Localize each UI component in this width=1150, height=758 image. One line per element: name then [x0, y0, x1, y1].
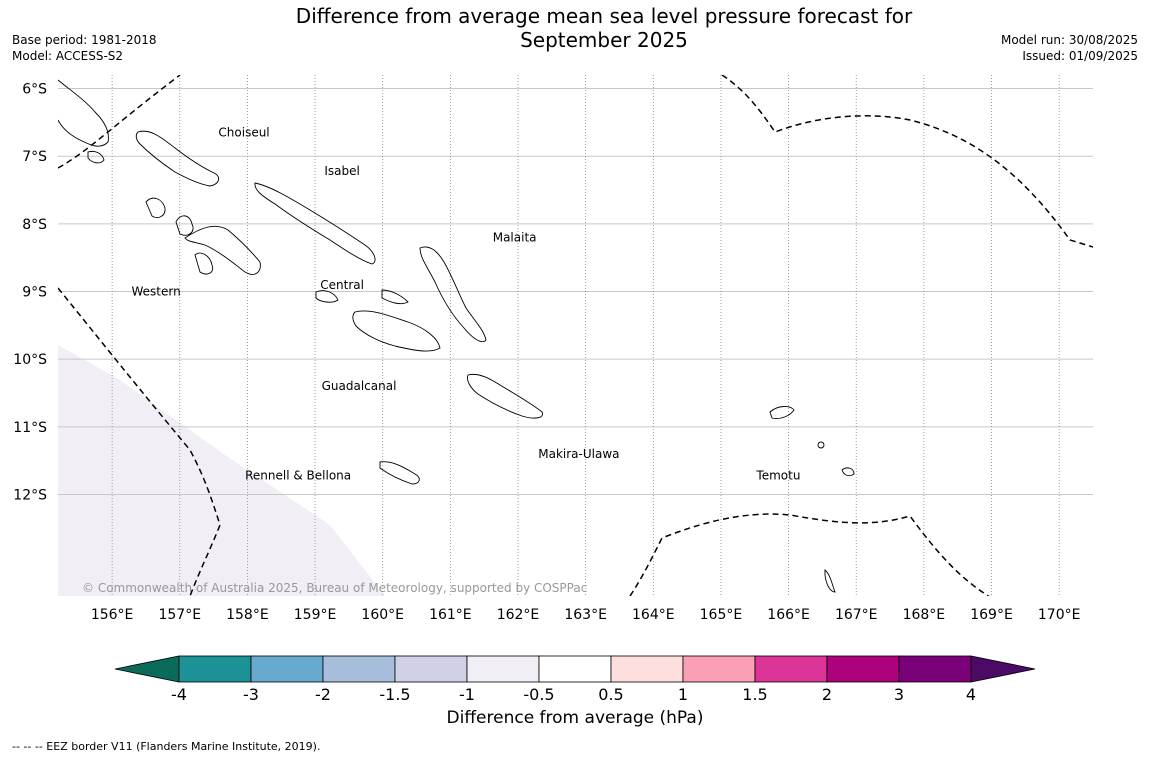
temotu-islet	[841, 467, 855, 477]
province-label: Isabel	[324, 164, 359, 178]
lat-tick-label: 12°S	[13, 488, 47, 504]
lat-tick-label: 9°S	[22, 285, 47, 301]
province-label: Guadalcanal	[322, 379, 397, 393]
new-georgia-coast	[175, 215, 261, 275]
colorbar-tick-label: -4	[171, 685, 187, 700]
province-label: Temotu	[755, 469, 800, 483]
colorbar-tick-label: 1.5	[742, 685, 767, 700]
bougainville-coast	[58, 79, 109, 147]
colorbar-tick-label: -3	[243, 685, 259, 700]
colorbar-tick-label: -2	[315, 685, 331, 700]
eez-border-line	[58, 75, 181, 169]
colorbar-segment	[250, 655, 324, 683]
temotu-islet	[824, 569, 836, 593]
issued-date: Issued: 01/09/2025	[1022, 49, 1138, 63]
lon-tick-label: 158°E	[226, 607, 269, 623]
lat-tick-label: 7°S	[22, 149, 47, 165]
malaita-coast	[419, 246, 487, 343]
guadalcanal-coast	[352, 310, 441, 352]
lon-tick-label: 161°E	[429, 607, 472, 623]
colorbar-segment	[538, 655, 612, 683]
colorbar-tick-label: 1	[678, 685, 688, 700]
base-period: Base period: 1981-2018	[12, 33, 157, 47]
colorbar-label: Difference from average (hPa)	[446, 708, 704, 728]
eez-border-line	[629, 513, 990, 596]
lat-tick-label: 8°S	[22, 217, 47, 233]
colorbar-segment	[610, 655, 684, 683]
province-label: Makira-Ulawa	[538, 447, 619, 461]
colorbar-tick-label: 2	[822, 685, 832, 700]
santa-cruz-coast	[769, 406, 795, 419]
isabel-coast	[254, 182, 376, 265]
lon-tick-label: 170°E	[1038, 607, 1081, 623]
choiseul-coast	[135, 130, 219, 187]
colorbar-tick-label: 0.5	[598, 685, 623, 700]
meta-left: Base period: 1981-2018 Model: ACCESS-S2	[12, 32, 157, 64]
lon-tick-label: 156°E	[91, 607, 134, 623]
lon-tick-label: 168°E	[903, 607, 946, 623]
colorbar: -4 -3 -2 -1.5 -1 -0.5 0.5 1 1.5 2 3 4	[114, 655, 1036, 700]
lon-tick-label: 157°E	[158, 607, 201, 623]
lat-tick-label: 11°S	[13, 420, 47, 436]
lon-tick-label: 163°E	[564, 607, 607, 623]
lon-tick-label: 160°E	[361, 607, 404, 623]
colorbar-segment	[754, 655, 828, 683]
latitude-labels: 6°S 7°S 8°S 9°S 10°S 11°S 12°S	[13, 82, 47, 504]
copyright-text: © Commonwealth of Australia 2025, Bureau…	[82, 581, 587, 595]
colorbar-segment	[682, 655, 756, 683]
colorbar-tick-label: 3	[894, 685, 904, 700]
colorbar-segment	[178, 655, 252, 683]
lon-tick-label: 165°E	[700, 607, 743, 623]
nggela-coast	[315, 289, 409, 305]
colorbar-extend-high	[970, 655, 1036, 683]
colorbar-tick-label: -1	[459, 685, 475, 700]
colorbar-tick-label: 4	[966, 685, 976, 700]
rennell-coast	[379, 461, 420, 485]
lon-tick-label: 164°E	[632, 607, 675, 623]
eez-border-line	[58, 287, 221, 596]
colorbar-segment	[898, 655, 972, 683]
colorbar-extend-low	[114, 655, 180, 683]
model-name: Model: ACCESS-S2	[12, 49, 124, 63]
eez-border	[58, 75, 1093, 596]
meta-right: Model run: 30/08/2025 Issued: 01/09/2025	[1001, 32, 1138, 64]
vella-lavella-coast	[145, 197, 166, 219]
rendova-coast	[194, 252, 214, 275]
colorbar-segment	[466, 655, 540, 683]
bougainville-islet	[87, 150, 105, 164]
province-label: Rennell & Bellona	[245, 469, 351, 483]
province-label: Central	[320, 278, 364, 292]
eez-border-line	[721, 75, 1093, 248]
lon-tick-label: 167°E	[835, 607, 878, 623]
pressure-anomaly-region	[58, 345, 385, 596]
province-label: Western	[131, 285, 180, 299]
forecast-map: 6°S 7°S 8°S 9°S 10°S 11°S 12°S 156°E 157°E 158°E…	[13, 75, 1093, 700]
province-labels: Choiseul Isabel Malaita Central Western Guada…	[131, 126, 800, 483]
lat-tick-label: 10°S	[13, 352, 47, 368]
map-title: Difference from average mean sea level p…	[295, 4, 913, 52]
graticule	[58, 75, 1093, 596]
lat-tick-label: 6°S	[22, 82, 47, 98]
colorbar-segment	[394, 655, 468, 683]
temotu-islet	[817, 441, 825, 449]
lon-tick-label: 159°E	[294, 607, 337, 623]
colorbar-tick-label: -0.5	[523, 685, 554, 700]
province-label: Choiseul	[218, 126, 269, 140]
lon-tick-label: 162°E	[497, 607, 540, 623]
province-label: Malaita	[493, 230, 537, 244]
makira-coast	[467, 373, 543, 419]
lon-tick-label: 166°E	[767, 607, 810, 623]
model-run: Model run: 30/08/2025	[1000, 33, 1138, 47]
colorbar-segment	[322, 655, 396, 683]
longitude-labels: 156°E 157°E 158°E 159°E 160°E 161°E 162°E 163°E…	[91, 607, 1081, 623]
colorbar-segment	[826, 655, 900, 683]
eez-footnote: -- -- -- EEZ border V11 (Flanders Marine…	[12, 740, 321, 753]
island-coastlines	[58, 79, 855, 593]
lon-tick-label: 169°E	[970, 607, 1013, 623]
colorbar-tick-label: -1.5	[379, 685, 410, 700]
